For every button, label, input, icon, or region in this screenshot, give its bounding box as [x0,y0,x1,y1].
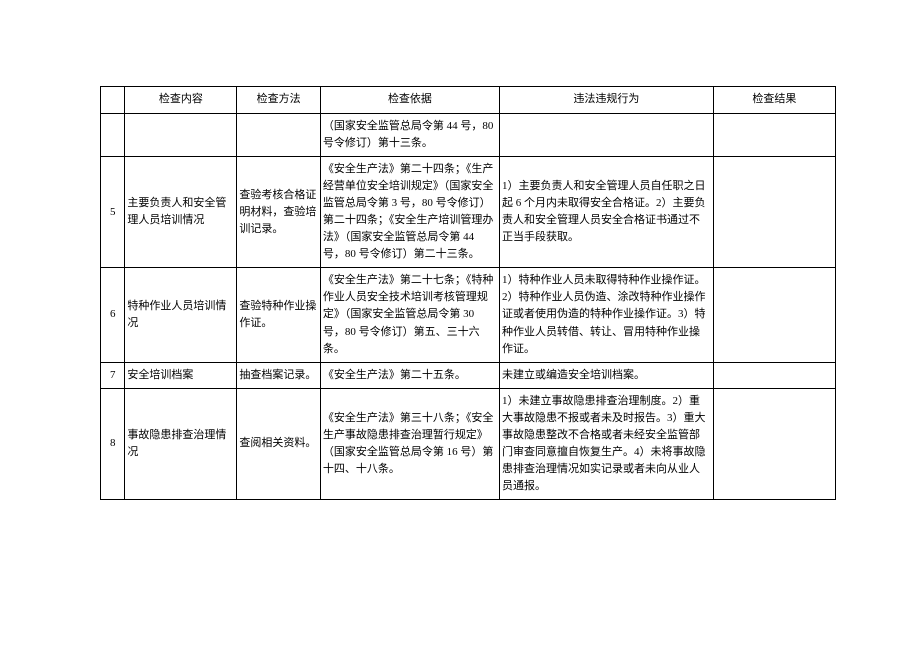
cell-method: 抽查档案记录。 [237,362,320,388]
cell-num: 7 [101,362,125,388]
col-header-violation: 违法违规行为 [500,87,714,114]
cell-basis: 《安全生产法》第二十四条；《生产经营单位安全培训规定》（国家安全监管总局令第 3… [320,157,499,268]
cell-method: 查验特种作业操作证。 [237,268,320,362]
table-body: （国家安全监管总局令第 44 号，80 号令修订）第十三条。5主要负责人和安全管… [101,114,836,500]
inspection-table: 检查内容 检查方法 检查依据 违法违规行为 检查结果 （国家安全监管总局令第 4… [100,86,836,500]
cell-result [713,157,835,268]
cell-method [237,114,320,157]
cell-result [713,362,835,388]
cell-basis: （国家安全监管总局令第 44 号，80 号令修订）第十三条。 [320,114,499,157]
cell-violation: 1）特种作业人员未取得特种作业操作证。2）特种作业人员伪造、涂改特种作业操作证或… [500,268,714,362]
cell-basis: 《安全生产法》第三十八条；《安全生产事故隐患排查治理暂行规定》（国家安全监管总局… [320,388,499,499]
table-row: 5主要负责人和安全管理人员培训情况查验考核合格证明材料，查验培训记录。《安全生产… [101,157,836,268]
cell-item: 主要负责人和安全管理人员培训情况 [125,157,237,268]
col-header-basis: 检查依据 [320,87,499,114]
cell-item: 安全培训档案 [125,362,237,388]
table-row: 8事故隐患排查治理情况查阅相关资料。《安全生产法》第三十八条；《安全生产事故隐患… [101,388,836,499]
cell-method: 查阅相关资料。 [237,388,320,499]
cell-result [713,388,835,499]
table-header-row: 检查内容 检查方法 检查依据 违法违规行为 检查结果 [101,87,836,114]
table-row: （国家安全监管总局令第 44 号，80 号令修订）第十三条。 [101,114,836,157]
cell-basis: 《安全生产法》第二十七条；《特种作业人员安全技术培训考核管理规定》（国家安全监管… [320,268,499,362]
col-header-item: 检查内容 [125,87,237,114]
cell-num: 5 [101,157,125,268]
cell-violation [500,114,714,157]
col-header-num [101,87,125,114]
cell-result [713,114,835,157]
cell-num: 6 [101,268,125,362]
cell-item: 特种作业人员培训情况 [125,268,237,362]
cell-num [101,114,125,157]
cell-item: 事故隐患排查治理情况 [125,388,237,499]
cell-method: 查验考核合格证明材料，查验培训记录。 [237,157,320,268]
cell-result [713,268,835,362]
page: 检查内容 检查方法 检查依据 违法违规行为 检查结果 （国家安全监管总局令第 4… [0,0,920,500]
col-header-result: 检查结果 [713,87,835,114]
cell-violation: 1）主要负责人和安全管理人员自任职之日起 6 个月内未取得安全合格证。2）主要负… [500,157,714,268]
cell-violation: 未建立或编造安全培训档案。 [500,362,714,388]
cell-basis: 《安全生产法》第二十五条。 [320,362,499,388]
col-header-method: 检查方法 [237,87,320,114]
cell-num: 8 [101,388,125,499]
table-row: 6特种作业人员培训情况查验特种作业操作证。《安全生产法》第二十七条；《特种作业人… [101,268,836,362]
cell-item [125,114,237,157]
cell-violation: 1）未建立事故隐患排查治理制度。2）重大事故隐患不报或者未及时报告。3）重大事故… [500,388,714,499]
table-row: 7安全培训档案抽查档案记录。《安全生产法》第二十五条。未建立或编造安全培训档案。 [101,362,836,388]
